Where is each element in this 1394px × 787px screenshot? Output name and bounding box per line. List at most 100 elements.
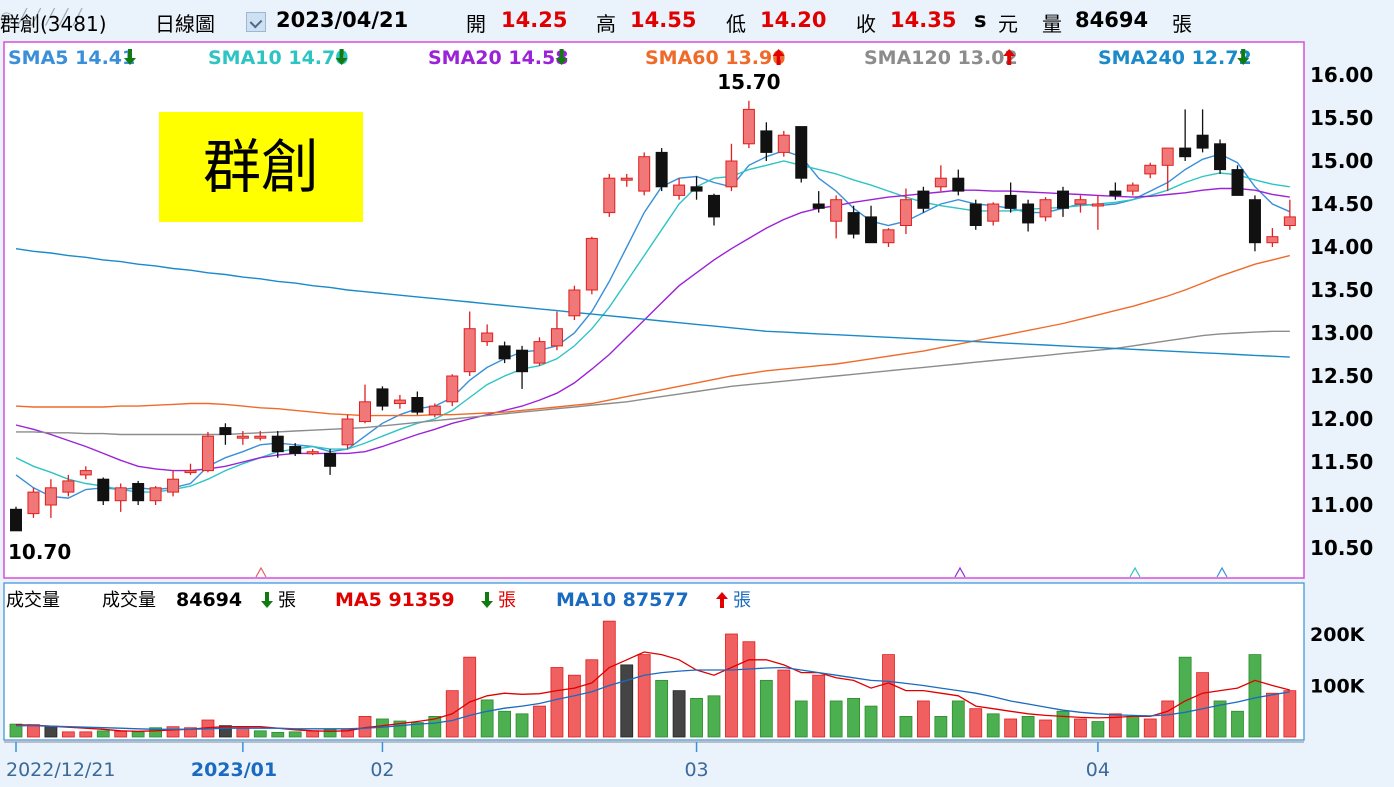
- candle-body: [987, 203, 1000, 222]
- volume-bar: [288, 731, 302, 738]
- candle-body: [184, 470, 197, 474]
- volume-bar: [550, 667, 564, 738]
- volume-bar: [480, 699, 494, 738]
- candle-body: [830, 199, 843, 222]
- candle: [393, 394, 406, 409]
- candle: [1109, 182, 1122, 200]
- arrow-shaft: [339, 49, 344, 59]
- chart-mode-dropdown[interactable]: [246, 12, 266, 32]
- open-label: 開: [466, 12, 486, 36]
- ma-line-sma20: [15, 187, 1290, 472]
- arrow-down-icon: [261, 592, 273, 608]
- volume-bar: [533, 705, 546, 738]
- volume-bar: [1004, 718, 1018, 738]
- sma-legend-sma240: SMA240 12.72: [1098, 47, 1252, 69]
- volume-bar: [44, 725, 58, 738]
- volume-bar: [149, 727, 163, 738]
- x-axis-label: 03: [684, 759, 708, 781]
- stock-name-code: 群創(3481): [0, 12, 107, 36]
- candle: [1004, 182, 1017, 213]
- candle: [1074, 195, 1087, 213]
- candle: [44, 479, 57, 518]
- volume-ma-line-ma10: [16, 666, 1290, 730]
- x-axis-label: 2022/12/21: [6, 759, 116, 781]
- sma-legend-sma10: SMA10 14.70: [208, 47, 348, 69]
- volume-bar: [707, 695, 721, 738]
- candle-body: [463, 328, 476, 373]
- arrow-head: [1003, 49, 1016, 56]
- candle: [132, 480, 145, 505]
- volume-value: 84694: [1075, 8, 1149, 32]
- volume-bar: [568, 674, 581, 738]
- candle: [463, 311, 476, 376]
- candle: [777, 130, 790, 157]
- candle-body: [79, 470, 92, 476]
- candle-body: [1126, 184, 1139, 192]
- candle: [1126, 182, 1139, 196]
- volume-panel: [3, 582, 1305, 741]
- open-value: 14.25: [501, 8, 568, 32]
- arrow-down-icon: [555, 49, 568, 65]
- candle: [446, 374, 459, 407]
- x-axis-label: 04: [1086, 759, 1110, 781]
- candle-body: [446, 375, 459, 403]
- candle: [498, 341, 511, 364]
- volume-bar: [1231, 710, 1244, 738]
- arrow-head: [481, 601, 493, 608]
- volume-bar: [515, 713, 529, 738]
- candle: [969, 199, 982, 230]
- candle-body: [97, 478, 110, 502]
- price-tick-label: 15.00: [1310, 149, 1373, 173]
- volume-bar: [1143, 718, 1157, 738]
- arrow-shaft: [485, 592, 489, 602]
- arrow-down-icon: [335, 49, 348, 65]
- volume-bar: [759, 679, 773, 738]
- candle: [760, 122, 773, 161]
- extreme-price-label: 10.70: [8, 540, 71, 564]
- candle-body: [1231, 169, 1244, 196]
- volume-tick-label: 100K: [1310, 676, 1366, 698]
- candle-body: [1004, 194, 1017, 209]
- arrow-down-icon: [481, 592, 493, 608]
- arrow-shaft: [559, 49, 564, 59]
- volume-bar: [253, 730, 267, 738]
- candle: [934, 165, 947, 192]
- candle-body: [341, 418, 354, 446]
- volume-bar: [1248, 654, 1262, 738]
- candle-body: [324, 452, 337, 467]
- candle: [568, 285, 581, 321]
- candle: [1283, 199, 1296, 230]
- candle: [376, 386, 389, 411]
- candle-body: [149, 487, 162, 502]
- close-value: 14.35: [890, 8, 957, 32]
- candle-body: [882, 229, 895, 244]
- volume-bar: [1039, 719, 1052, 738]
- candle-body: [655, 151, 668, 188]
- candle-body: [1179, 147, 1192, 158]
- volume-bar: [602, 620, 616, 738]
- signal-marker: [255, 566, 267, 578]
- candle-body: [376, 388, 389, 407]
- volume-bar: [1161, 700, 1175, 738]
- volume-bar: [27, 724, 40, 738]
- volume-bar: [96, 730, 110, 738]
- candle: [1179, 109, 1192, 161]
- candle-body: [359, 401, 371, 423]
- candle-body: [1283, 216, 1296, 226]
- candle: [690, 176, 703, 200]
- candle-body: [1144, 164, 1157, 175]
- candle-body: [1248, 199, 1261, 244]
- candle-body: [306, 451, 319, 455]
- candle: [271, 431, 284, 458]
- arrow-shaft: [776, 55, 781, 65]
- arrow-head: [124, 58, 136, 65]
- volume-legend-value: 84694: [176, 589, 242, 611]
- sma-legend-sma5: SMA5 14.41: [8, 47, 135, 69]
- volume-bar: [1283, 690, 1297, 738]
- candle-body: [132, 483, 145, 502]
- candle: [1214, 139, 1227, 174]
- price-tick-label: 11.00: [1310, 493, 1373, 517]
- candle-body: [708, 194, 720, 218]
- price-tick-label: 10.50: [1310, 536, 1373, 560]
- arrow-down-icon: [1237, 49, 1250, 65]
